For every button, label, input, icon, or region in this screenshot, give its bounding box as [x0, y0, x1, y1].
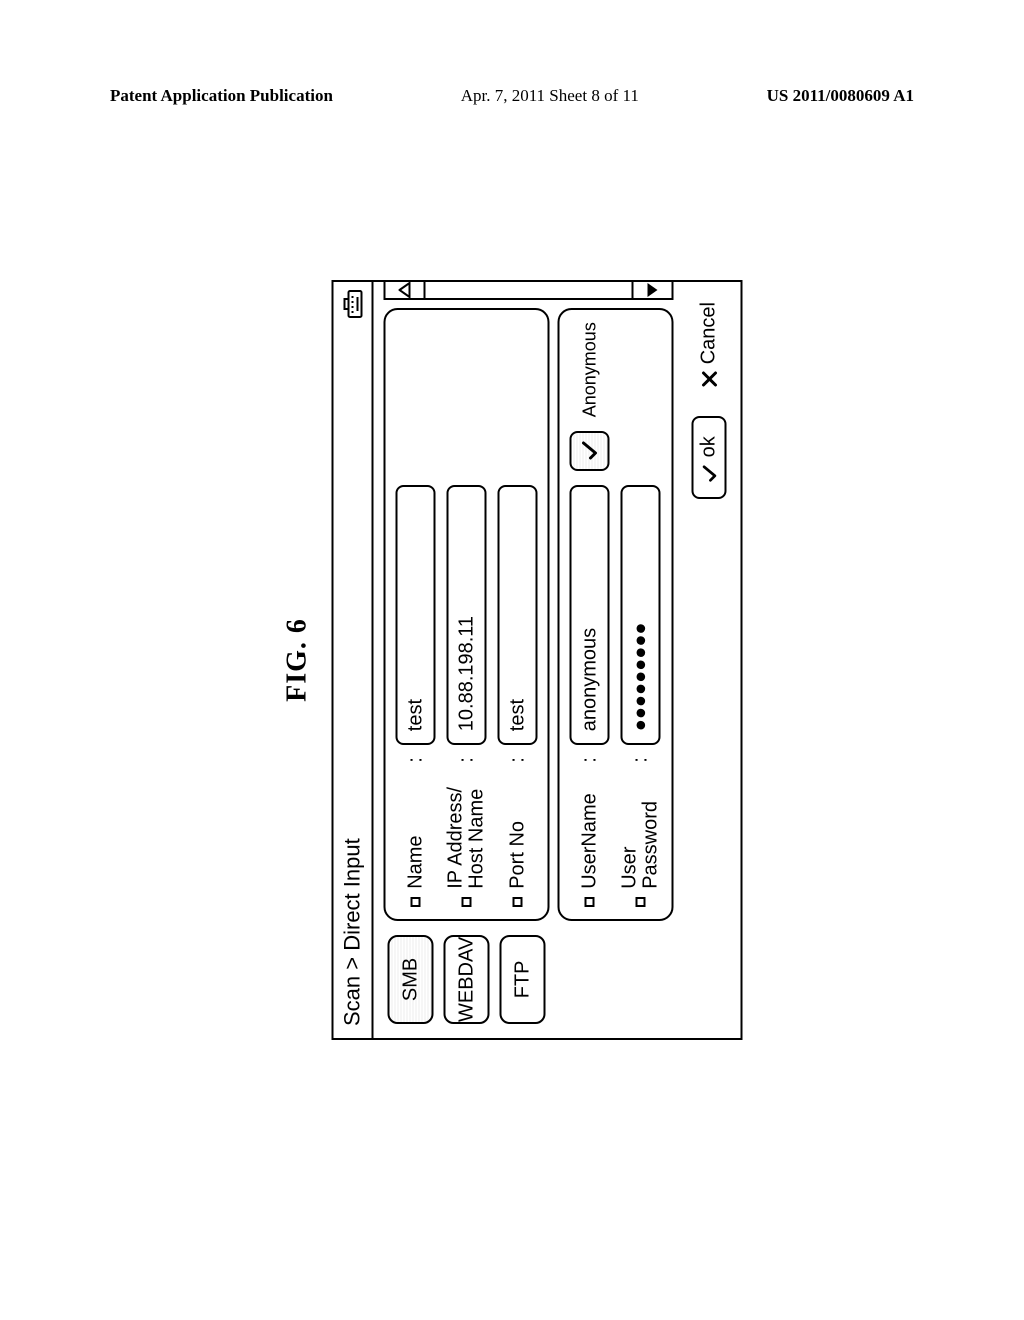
- input-username[interactable]: anonymous: [570, 485, 610, 745]
- check-icon: [700, 465, 718, 483]
- dialog-panel: Scan > Direct Input SMB W: [332, 280, 743, 1040]
- input-value: test: [506, 699, 529, 731]
- protocol-label: WEBDAV: [455, 937, 478, 1022]
- label-pass-line2: Password: [640, 801, 662, 889]
- row-ip: IP Address/ Host Name : 10.88.198.11: [446, 322, 488, 907]
- label-pass-line1: User: [619, 847, 641, 889]
- header-center: Apr. 7, 2011 Sheet 8 of 11: [461, 86, 639, 106]
- row-password: User Password : ●●●●●●●●●: [620, 322, 662, 907]
- bullet-icon: [513, 897, 523, 907]
- close-icon: [700, 370, 718, 388]
- scroll-up-button[interactable]: [386, 282, 426, 298]
- input-name[interactable]: test: [396, 485, 436, 745]
- label-ip-line1: IP Address/: [445, 787, 467, 889]
- protocol-smb[interactable]: SMB: [388, 935, 434, 1024]
- colon: :: [578, 757, 601, 763]
- label-name: Name: [405, 771, 426, 889]
- server-group: Name : test IP Address/ Host Name : 10.8…: [384, 308, 550, 921]
- triangle-up-icon: [399, 282, 411, 298]
- bullet-icon: [462, 897, 472, 907]
- credentials-group: UserName : anonymous Anonymous: [558, 308, 674, 921]
- triangle-down-icon: [647, 282, 659, 298]
- row-username: UserName : anonymous Anonymous: [570, 322, 610, 907]
- colon: :: [455, 757, 478, 763]
- figure-wrap: FIG. 6 Scan > Direct Input: [132, 430, 892, 891]
- cancel-button[interactable]: Cancel: [692, 302, 727, 388]
- protocol-ftp[interactable]: FTP: [500, 935, 546, 1024]
- row-port: Port No : test: [498, 322, 538, 907]
- colon: :: [404, 757, 427, 763]
- label-username: UserName: [579, 771, 600, 889]
- label-ip-line2: Host Name: [466, 789, 488, 889]
- ok-label: ok: [698, 436, 721, 457]
- colon: :: [506, 757, 529, 763]
- protocol-webdav[interactable]: WEBDAV: [444, 935, 490, 1024]
- input-value: test: [404, 699, 427, 731]
- bullet-icon: [411, 897, 421, 907]
- label-port: Port No: [507, 771, 528, 889]
- keyboard-icon[interactable]: [341, 290, 365, 318]
- input-password[interactable]: ●●●●●●●●●: [621, 485, 661, 745]
- input-value: 10.88.198.11: [455, 616, 478, 731]
- dialog-footer: ok Cancel: [684, 282, 741, 1038]
- scroll-down-button[interactable]: [632, 282, 672, 298]
- figure-label: FIG. 6: [282, 280, 314, 1040]
- check-icon: [580, 441, 600, 461]
- protocol-label: FTP: [511, 961, 534, 999]
- dialog-body: SMB WEBDAV FTP Name : test: [374, 282, 684, 1038]
- label-password: User Password: [620, 771, 662, 889]
- bullet-icon: [585, 897, 595, 907]
- input-value: ●●●●●●●●●: [629, 623, 652, 732]
- label-ip: IP Address/ Host Name: [446, 771, 488, 889]
- cancel-label: Cancel: [698, 302, 721, 364]
- ok-button[interactable]: ok: [692, 416, 727, 499]
- bullet-icon: [636, 897, 646, 907]
- protocol-list: SMB WEBDAV FTP: [384, 935, 674, 1028]
- anonymous-label: Anonymous: [579, 322, 600, 417]
- header-left: Patent Application Publication: [110, 86, 333, 106]
- breadcrumb: Scan > Direct Input: [340, 838, 366, 1026]
- input-ip[interactable]: 10.88.198.11: [447, 485, 487, 745]
- anonymous-toggle[interactable]: [570, 431, 610, 471]
- publication-header: Patent Application Publication Apr. 7, 2…: [0, 86, 1024, 106]
- scrollbar: [384, 280, 674, 300]
- figure-rotated: FIG. 6 Scan > Direct Input: [282, 280, 743, 1040]
- header-right: US 2011/0080609 A1: [767, 86, 914, 106]
- titlebar: Scan > Direct Input: [334, 282, 374, 1038]
- fields-column: Name : test IP Address/ Host Name : 10.8…: [384, 308, 674, 927]
- protocol-label: SMB: [399, 958, 422, 1001]
- input-port[interactable]: test: [498, 485, 538, 745]
- input-value: anonymous: [578, 628, 601, 731]
- scroll-track[interactable]: [426, 282, 632, 298]
- colon: :: [629, 757, 652, 763]
- row-name: Name : test: [396, 322, 436, 907]
